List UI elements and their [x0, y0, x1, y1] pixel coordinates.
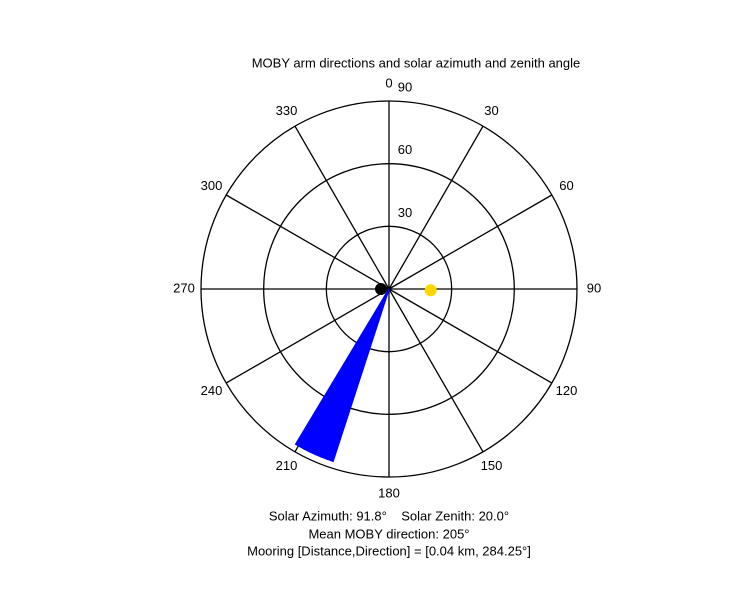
theta-tick-label: 30 [484, 103, 498, 118]
grid-spoke [388, 288, 553, 384]
theta-tick-label: 270 [173, 280, 195, 295]
grid-spoke [225, 194, 390, 290]
annotation: Solar Azimuth: 91.8° Solar Zenith: 20.0° [269, 508, 509, 523]
mooring-marker [375, 283, 387, 295]
theta-tick-label: 90 [587, 280, 601, 295]
theta-tick-label: 0 [385, 75, 392, 90]
grid-spoke [225, 288, 390, 384]
sun-marker [424, 284, 437, 297]
arm-line [294, 288, 390, 446]
theta-tick-label: 120 [556, 383, 578, 398]
grid-spoke [294, 125, 390, 290]
theta-tick-label: 150 [481, 458, 503, 473]
theta-tick-label: 240 [201, 383, 223, 398]
theta-tick-label: 60 [559, 178, 573, 193]
theta-tick-label: 180 [378, 485, 400, 500]
arm-line [303, 288, 390, 450]
r-tick-label: 90 [398, 79, 412, 94]
grid-spoke [388, 194, 553, 290]
r-tick-label: 30 [398, 205, 412, 220]
grid-spoke [388, 288, 484, 453]
arm-line [326, 288, 390, 461]
arm-line [314, 288, 390, 456]
theta-tick-label: 210 [276, 458, 298, 473]
annotation: Mean MOBY direction: 205° [308, 526, 469, 541]
arm-line [320, 288, 390, 458]
arm-line [332, 288, 390, 463]
r-tick-label: 60 [398, 142, 412, 157]
polar-grid: 30 60 90 0 30 60 90 120 150 180 210 240 270 300 330 [173, 75, 601, 500]
chart-title: MOBY arm directions and solar azimuth an… [252, 55, 581, 70]
theta-tick-label: 300 [201, 178, 223, 193]
data-marks [294, 284, 437, 463]
grid-spoke [388, 125, 484, 290]
theta-tick-label: 330 [276, 103, 298, 118]
arm-line [308, 288, 390, 453]
annotation: Mooring [Distance,Direction] = [0.04 km,… [247, 543, 531, 558]
